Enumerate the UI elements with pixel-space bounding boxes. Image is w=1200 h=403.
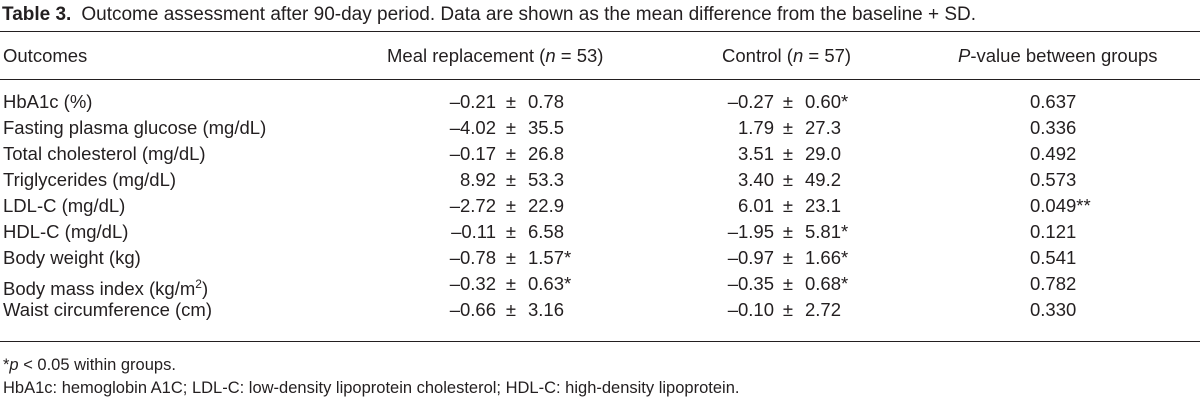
p-value: 0.049** [1030,195,1091,216]
meal-mean: –0.32 [449,273,496,294]
bottom-rule [0,341,1200,342]
outcome-label: Total cholesterol (mg/dL) [3,143,206,164]
meal-sd: 6.58 [528,221,565,242]
header-rule [0,79,1200,80]
control-mean: 1.79 [737,117,774,138]
p-value: 0.573 [1030,169,1077,190]
control-sd: 27.3 [805,117,842,138]
meal-mean: 8.92 [459,169,496,190]
control-mean: 6.01 [737,195,774,216]
meal-pm: ± [505,247,517,268]
meal-pm: ± [505,195,517,216]
control-mean: –0.27 [727,91,774,112]
meal-sd: 22.9 [528,195,565,216]
control-pm: ± [782,91,794,112]
control-pm: ± [782,221,794,242]
control-pm: ± [782,273,794,294]
control-pm: ± [782,117,794,138]
meal-mean: –0.11 [451,221,496,242]
header-p-value: P-value between groups [958,45,1158,66]
p-value: 0.121 [1030,221,1077,242]
outcome-label: Waist circumference (cm) [3,299,213,320]
control-pm: ± [782,195,794,216]
control-mean: –0.10 [727,299,774,320]
meal-sd: 0.78 [528,91,565,112]
meal-pm: ± [505,273,517,294]
meal-sd: 1.57* [528,247,572,268]
meal-pm: ± [505,169,517,190]
control-mean: –0.35 [727,273,774,294]
control-mean: 3.40 [737,169,774,190]
control-sd: 23.1 [805,195,842,216]
meal-sd: 26.8 [528,143,565,164]
meal-pm: ± [505,143,517,164]
control-sd: 49.2 [805,169,842,190]
meal-sd: 35.5 [528,117,565,138]
meal-pm: ± [505,221,517,242]
meal-pm: ± [505,91,517,112]
meal-pm: ± [505,117,517,138]
control-pm: ± [782,169,794,190]
control-mean: –0.97 [727,247,774,268]
meal-mean: –0.17 [449,143,496,164]
meal-sd: 0.63* [528,273,572,294]
footnote-abbreviations: HbA1c: hemoglobin A1C; LDL-C: low-densit… [3,379,740,397]
meal-mean: –0.21 [449,91,496,112]
p-value: 0.330 [1030,299,1077,320]
control-sd: 5.81* [805,221,849,242]
footnote-significance: *p < 0.05 within groups. [3,356,176,374]
control-sd: 0.60* [805,91,849,112]
meal-mean: –0.66 [449,299,496,320]
control-mean: 3.51 [737,143,774,164]
meal-sd: 3.16 [528,299,565,320]
outcome-label: Triglycerides (mg/dL) [3,169,177,190]
outcome-label: LDL-C (mg/dL) [3,195,126,216]
table-caption-text: Outcome assessment after 90-day period. … [81,4,977,25]
control-pm: ± [782,299,794,320]
outcome-label: HDL-C (mg/dL) [3,221,129,242]
header-outcomes: Outcomes [3,45,88,66]
meal-mean: –2.72 [449,195,496,216]
outcome-label: Body mass index (kg/m2) [3,277,209,300]
outcome-label: HbA1c (%) [3,91,93,112]
meal-sd: 53.3 [528,169,565,190]
p-value: 0.637 [1030,91,1077,112]
header-control: Control (n = 57) [722,45,852,66]
p-value: 0.492 [1030,143,1077,164]
top-rule [0,31,1200,32]
table-caption: Table 3. Outcome assessment after 90-day … [2,4,976,26]
table-label: Table 3. [2,4,72,25]
meal-mean: –4.02 [449,117,496,138]
control-sd: 29.0 [805,143,842,164]
control-sd: 1.66* [805,247,849,268]
outcome-label: Fasting plasma glucose (mg/dL) [3,117,267,138]
meal-mean: –0.78 [449,247,496,268]
p-value: 0.336 [1030,117,1077,138]
control-pm: ± [782,143,794,164]
outcome-label: Body weight (kg) [3,247,141,268]
control-mean: –1.95 [727,221,774,242]
control-sd: 0.68* [805,273,849,294]
meal-pm: ± [505,299,517,320]
p-value: 0.782 [1030,273,1077,294]
header-meal-replacement: Meal replacement (n = 53) [387,45,604,66]
control-pm: ± [782,247,794,268]
p-value: 0.541 [1030,247,1077,268]
control-sd: 2.72 [805,299,842,320]
